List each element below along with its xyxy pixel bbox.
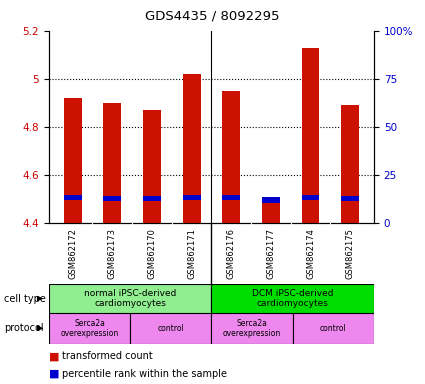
Bar <box>143 196 161 201</box>
Bar <box>262 201 280 223</box>
Text: GSM862175: GSM862175 <box>346 228 355 278</box>
Text: percentile rank within the sample: percentile rank within the sample <box>62 369 227 379</box>
Text: GSM862170: GSM862170 <box>147 228 156 278</box>
Bar <box>302 48 320 223</box>
Text: GSM862177: GSM862177 <box>266 228 275 279</box>
Bar <box>211 313 293 344</box>
Bar <box>262 197 280 203</box>
Bar <box>211 284 374 313</box>
Text: GSM862176: GSM862176 <box>227 228 236 279</box>
Text: control: control <box>320 324 347 333</box>
Bar <box>64 195 82 200</box>
Bar <box>143 110 161 223</box>
Text: ■: ■ <box>49 351 60 361</box>
Bar <box>341 196 359 201</box>
Text: GSM862171: GSM862171 <box>187 228 196 278</box>
Bar <box>130 313 211 344</box>
Text: GDS4435 / 8092295: GDS4435 / 8092295 <box>145 10 280 23</box>
Bar <box>341 105 359 223</box>
Bar <box>222 91 240 223</box>
Bar <box>183 74 201 223</box>
Bar <box>49 313 130 344</box>
Text: Serca2a
overexpression: Serca2a overexpression <box>60 319 119 338</box>
Text: control: control <box>157 324 184 333</box>
Text: protocol: protocol <box>4 323 44 333</box>
Text: ■: ■ <box>49 369 60 379</box>
Bar <box>302 195 320 200</box>
Bar <box>64 98 82 223</box>
Bar <box>222 195 240 200</box>
Text: normal iPSC-derived
cardiomyocytes: normal iPSC-derived cardiomyocytes <box>84 289 176 308</box>
Text: Serca2a
overexpression: Serca2a overexpression <box>223 319 281 338</box>
Bar <box>103 103 121 223</box>
Text: DCM iPSC-derived
cardiomyocytes: DCM iPSC-derived cardiomyocytes <box>252 289 334 308</box>
Text: GSM862172: GSM862172 <box>68 228 77 278</box>
Text: GSM862174: GSM862174 <box>306 228 315 278</box>
Text: GSM862173: GSM862173 <box>108 228 117 279</box>
Bar <box>103 196 121 201</box>
Text: transformed count: transformed count <box>62 351 153 361</box>
Bar <box>293 313 374 344</box>
Bar <box>49 284 211 313</box>
Bar <box>183 195 201 200</box>
Text: cell type: cell type <box>4 293 46 304</box>
